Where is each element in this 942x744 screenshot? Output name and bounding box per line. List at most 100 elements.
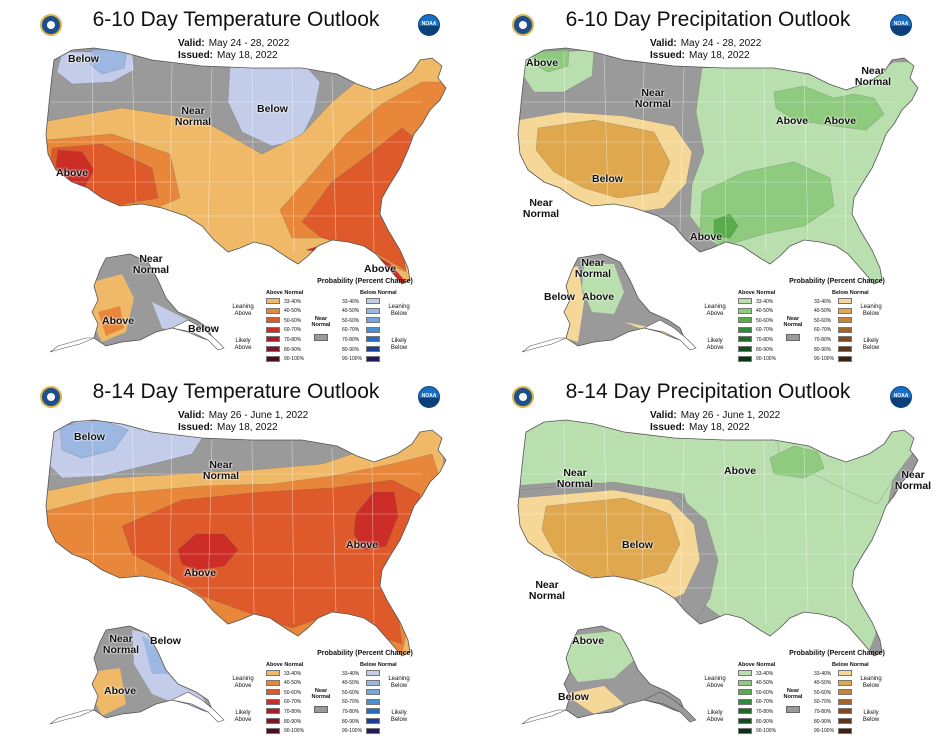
legend-leaning-below: Leaning Below [860,676,882,689]
legend-below-range: 33-40% [342,670,360,677]
probability-contour [353,491,399,551]
legend-above-range: 70-80% [284,708,302,715]
legend-above-swatch [266,708,280,715]
legend-above-header: Above Normal [738,290,776,296]
noaa-logo-icon: NOAA [890,386,912,408]
probability-contour [121,479,421,645]
legend-above-swatch [738,346,752,352]
legend-below-header: Below Normal [832,662,869,668]
legend-title: Probability (Percent Chance) [317,278,413,285]
legend-above-range: 40-50% [756,680,774,687]
legend-above-swatch [266,698,280,705]
probability-contour [142,636,170,674]
outlook-title: 8-14 Day Precipitation Outlook [565,380,851,403]
legend-above-swatch [738,670,752,676]
issued-label: Issued: [650,422,686,433]
legend-above-swatch [266,670,280,676]
legend-above-swatch [266,718,280,724]
legend-below-swatch [838,317,852,324]
legend-below-range: 50-60% [814,689,832,696]
region-label: Above [364,263,397,275]
legend-below-range: 90-100% [814,728,835,735]
outlook-map [517,47,919,353]
region-label: Above [824,115,857,127]
legend-below-swatch [366,698,380,705]
legend-near-normal-swatch [786,706,800,713]
legend-above-range: 70-80% [284,336,302,343]
region-label: Below [622,539,653,551]
probability-contour [533,49,570,73]
valid-label: Valid: [650,38,677,49]
legend-title: Probability (Percent Chance) [789,278,885,285]
conus-probability-areas [518,420,918,656]
legend-below-swatch [366,307,380,314]
legend-above-range: 33-40% [756,670,774,677]
region-label: Below [150,635,181,647]
region-label: Above [690,231,723,243]
department-of-commerce-seal-icon [40,14,62,36]
legend-near-normal: Near Normal [783,688,803,700]
legend-below-swatch [366,317,380,324]
legend-above-swatch [266,727,280,734]
legend-above-range: 60-70% [756,699,774,706]
legend-below-range: 90-100% [342,356,363,363]
alaska-panhandle [643,691,697,723]
region-label: Above [776,115,809,127]
legend-below-swatch [366,727,380,734]
valid-issued-dates: Valid: May 26 - June 1, 2022 Issued: May 18… [178,410,308,434]
legend-above-range: 33-40% [284,298,302,305]
region-label: Near Normal [894,469,932,492]
legend-above-swatch [738,307,752,314]
region-label: Near Normal [854,65,892,88]
outlook-panel-t610: NOAA 6-10 Day Temperature Outlook Valid: Ma… [2,2,470,370]
legend-above-swatch [738,326,752,333]
probability-contour [566,630,634,682]
valid-issued-dates: Valid: May 24 - 28, 2022 Issued: May 18, 20… [178,38,289,62]
legend-title: Probability (Percent Chance) [789,650,885,657]
region-label: Near Normal [528,579,566,602]
legend-below-range: 70-80% [814,708,832,715]
legend-below-swatch [838,346,852,352]
region-label: Near Normal [634,87,672,110]
legend-above-swatch [738,727,752,734]
region-label: Near Normal [102,633,140,656]
legend-above-swatch [738,689,752,696]
region-label: Above [56,167,89,179]
legend-above-range: 33-40% [756,298,774,305]
issued-date: May 18, 2022 [689,422,750,433]
legend-above-swatch [738,698,752,705]
legend-above-swatch [738,708,752,715]
legend-below-swatch [838,326,852,333]
department-of-commerce-seal-icon [512,386,534,408]
legend-below-swatch [838,298,852,304]
legend-below-range: 80-90% [814,346,832,353]
legend-near-normal: Near Normal [311,316,331,328]
legend-below-range: 60-70% [814,327,832,334]
alaska-panhandle [643,319,697,351]
outlook-map [517,419,919,725]
conus-outline [45,419,447,657]
legend-leaning-below: Leaning Below [860,304,882,317]
region-label: Above [346,539,379,551]
region-label: Near Normal [522,197,560,220]
legend-above-swatch [738,355,752,362]
legend-below-swatch [838,307,852,314]
region-label: Near Normal [174,105,212,128]
region-label: Above [102,315,135,327]
valid-label: Valid: [178,410,205,421]
legend-likely-above: Likely Above [706,710,724,723]
legend-near-normal-swatch [786,334,800,341]
legend-above-range: 50-60% [284,689,302,696]
legend-below-swatch [838,708,852,715]
legend-title: Probability (Percent Chance) [317,650,413,657]
region-label: Above [572,635,605,647]
legend-below-range: 70-80% [814,336,832,343]
legend-above-swatch [266,298,280,304]
region-label: Above [104,685,137,697]
probability-contour [582,264,624,314]
legend-below-range: 33-40% [814,670,832,677]
legend-likely-above: Likely Above [234,710,252,723]
legend-below-header: Below Normal [360,662,397,668]
valid-issued-dates: Valid: May 26 - June 1, 2022 Issued: May 18… [650,410,780,434]
legend-below-range: 40-50% [814,680,832,687]
